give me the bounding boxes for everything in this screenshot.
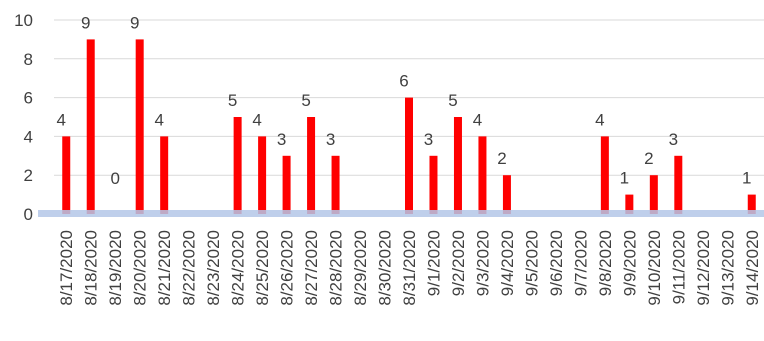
bar	[331, 155, 340, 214]
x-tick-label: 8/31/2020	[400, 230, 419, 306]
data-label: 9	[130, 13, 139, 32]
x-tick-label: 9/5/2020	[522, 230, 541, 296]
data-label: 6	[399, 72, 408, 91]
x-tick-label: 8/17/2020	[57, 230, 76, 306]
data-label: 3	[424, 130, 433, 149]
data-label: 3	[326, 130, 335, 149]
bar	[86, 39, 95, 215]
x-tick-label: 9/1/2020	[424, 230, 443, 296]
bar	[649, 175, 658, 214]
x-tick-label: 8/19/2020	[106, 230, 125, 306]
x-tick-label: 8/18/2020	[82, 230, 101, 306]
y-tick-label: 4	[24, 127, 33, 146]
x-tick-label: 9/12/2020	[694, 230, 713, 306]
data-label: 1	[742, 169, 751, 188]
data-label: 5	[301, 91, 310, 110]
y-tick-label: 8	[24, 50, 33, 69]
x-tick-label: 8/24/2020	[229, 230, 248, 306]
bar	[674, 155, 683, 214]
bars	[62, 39, 756, 215]
x-axis-line	[38, 210, 764, 217]
x-tick-label: 9/11/2020	[669, 230, 688, 304]
data-label: 5	[448, 91, 457, 110]
x-tick-label: 9/14/2020	[743, 230, 762, 306]
data-label: 4	[595, 110, 604, 129]
x-tick-label: 8/29/2020	[351, 230, 370, 306]
x-tick-label: 8/25/2020	[253, 230, 272, 306]
data-label: 2	[644, 149, 653, 168]
bar	[233, 117, 242, 214]
y-tick-label: 2	[24, 166, 33, 185]
data-label: 3	[277, 130, 286, 149]
data-label: 0	[110, 169, 119, 188]
bar	[429, 155, 438, 214]
data-label: 2	[497, 149, 506, 168]
bar	[625, 194, 634, 214]
data-label: 3	[669, 130, 678, 149]
bar	[160, 136, 169, 214]
bar	[600, 136, 609, 214]
data-label: 5	[228, 91, 237, 110]
data-label: 1	[620, 169, 629, 188]
x-tick-label: 9/8/2020	[596, 230, 615, 296]
bar	[747, 194, 756, 214]
x-tick-label: 9/10/2020	[645, 230, 664, 306]
bar	[258, 136, 267, 214]
y-tick-label: 6	[24, 89, 33, 108]
bar	[405, 97, 413, 214]
x-tick-label: 9/9/2020	[620, 230, 639, 296]
data-label: 9	[81, 13, 90, 32]
x-tick-label: 8/26/2020	[278, 230, 297, 306]
x-tick-label: 9/3/2020	[473, 230, 492, 296]
bar	[135, 39, 144, 215]
x-tick-label: 8/28/2020	[327, 230, 346, 306]
bar	[307, 117, 316, 214]
y-tick-label: 0	[24, 205, 33, 224]
x-tick-label: 8/23/2020	[204, 230, 223, 306]
data-label: 4	[154, 110, 163, 129]
bar	[478, 136, 487, 214]
x-tick-label: 8/27/2020	[302, 230, 321, 306]
x-tick-label: 9/7/2020	[571, 230, 590, 296]
x-tick-label: 8/20/2020	[131, 230, 150, 306]
x-tick-label: 9/4/2020	[498, 230, 517, 296]
y-tick-label: 10	[14, 11, 33, 30]
data-label: 4	[57, 110, 66, 129]
x-tick-label: 8/30/2020	[376, 230, 395, 306]
x-tick-label: 9/13/2020	[718, 230, 737, 306]
x-tick-label: 8/21/2020	[155, 230, 174, 306]
data-label: 4	[252, 110, 261, 129]
bar	[453, 117, 462, 214]
bar	[282, 155, 291, 214]
x-axis-ticks: 8/17/2020 8/18/2020 8/19/2020 8/20/2020 8/21…	[57, 230, 762, 306]
data-label: 4	[473, 110, 482, 129]
x-tick-label: 9/2/2020	[449, 230, 468, 296]
x-tick-label: 8/22/2020	[180, 230, 199, 306]
bar	[502, 175, 511, 214]
y-axis-ticks: 0 2 4 6 8 10	[14, 11, 33, 224]
bar	[62, 136, 71, 214]
x-tick-label: 9/6/2020	[547, 230, 566, 296]
